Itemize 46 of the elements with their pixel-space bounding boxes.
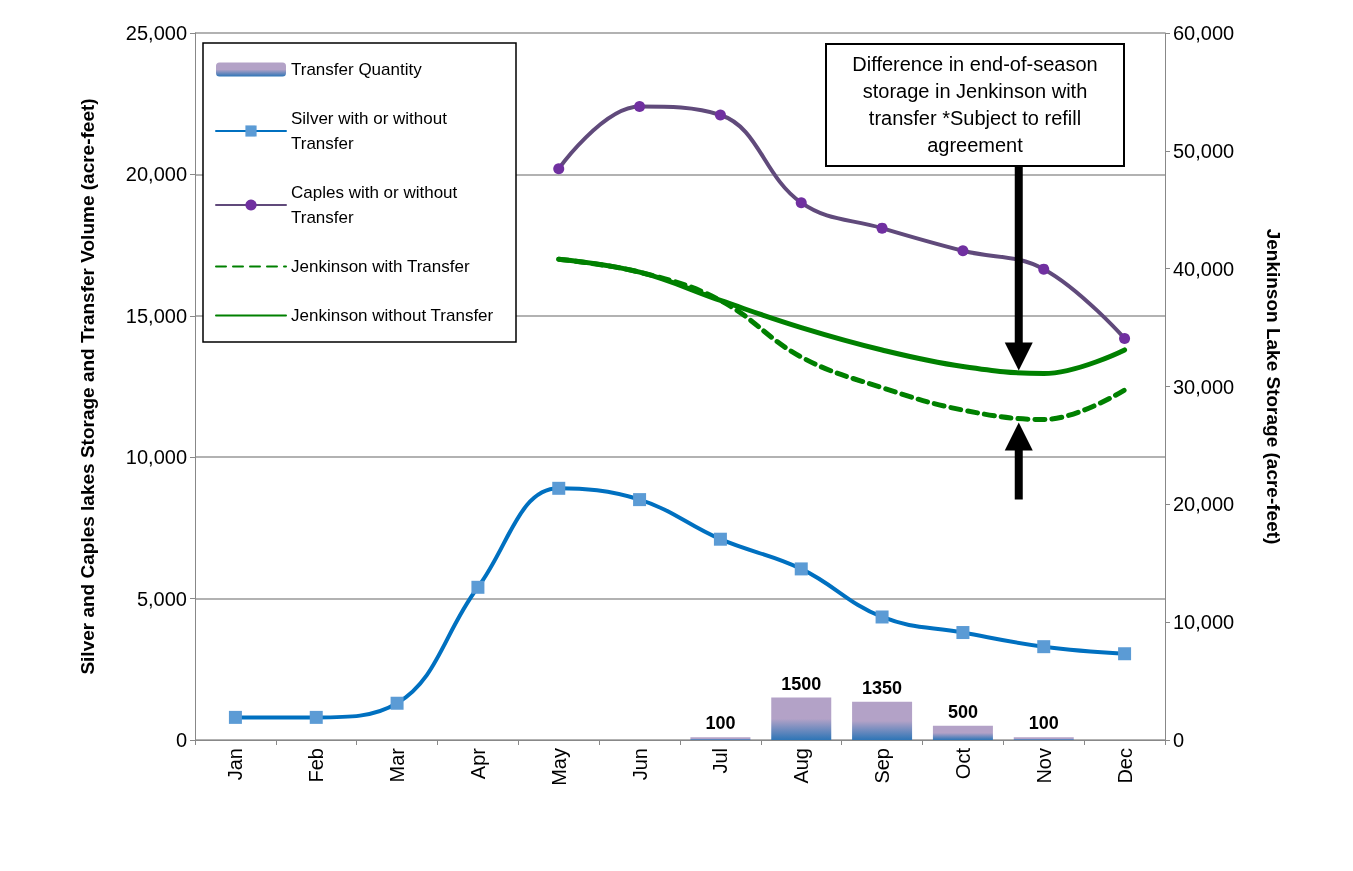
x-tick-label: Jun: [628, 748, 651, 781]
point: [634, 101, 646, 113]
data-label: 1500: [781, 673, 822, 694]
y2-tick-label: 20,000: [1173, 493, 1235, 516]
y2-tick-label: 60,000: [1173, 22, 1235, 44]
point: [1038, 263, 1050, 275]
y2-tick-label: 30,000: [1173, 375, 1235, 398]
annotation: Difference in end-of-season storage in Jenkinson with transfer *Subject to refill agreement: [825, 43, 1125, 167]
point: [1119, 332, 1131, 344]
x-tick-label: Dec: [1113, 748, 1136, 784]
y2-tick-label: 40,000: [1173, 257, 1235, 280]
legend-label: Caples with or without Transfer: [291, 183, 463, 227]
x-tick-label: Aug: [790, 748, 813, 784]
data-label: 1350: [862, 677, 903, 698]
y2-tick-label: 10,000: [1173, 611, 1235, 634]
x-tick-label: Apr: [466, 747, 489, 780]
x-tick-label: Mar: [386, 747, 409, 783]
point: [553, 163, 565, 175]
x-tick-label: Jul: [709, 748, 732, 774]
y-tick-label: 20,000: [125, 163, 187, 186]
point: [795, 197, 807, 209]
x-tick-label: Nov: [1032, 748, 1055, 784]
legend-label: Jenkinson with Transfer: [291, 257, 470, 276]
y2-axis-title: Jenkinson Lake Storage (acre-feet): [1262, 228, 1284, 545]
x-tick-label: Jan: [224, 748, 247, 781]
y-tick-label: 5,000: [136, 587, 187, 610]
point: [876, 222, 888, 234]
y-tick-label: 0: [175, 729, 187, 751]
legend-label: Transfer Quantity: [291, 60, 423, 79]
data-label: 100: [1028, 713, 1059, 734]
point: [957, 245, 969, 257]
y-axis-title: Silver and Caples lakes Storage and Transfer Volume (acre-feet): [76, 98, 98, 675]
y2-tick-label: 0: [1173, 729, 1185, 751]
x-tick-label: Feb: [305, 748, 328, 783]
x-tick-label: Sep: [871, 748, 894, 784]
y2-tick-label: 50,000: [1173, 139, 1235, 162]
y-tick-label: 25,000: [125, 22, 187, 44]
legend-label: Jenkinson without Transfer: [291, 306, 494, 325]
data-label: 500: [947, 701, 978, 722]
legend-label: Silver with or without Transfer: [291, 109, 452, 153]
data-label: 100: [705, 713, 736, 734]
x-tick-label: May: [547, 748, 570, 786]
x-tick-label: Oct: [951, 747, 974, 780]
y-tick-label: 15,000: [125, 304, 187, 327]
point: [714, 109, 726, 121]
y-tick-label: 10,000: [125, 446, 187, 469]
